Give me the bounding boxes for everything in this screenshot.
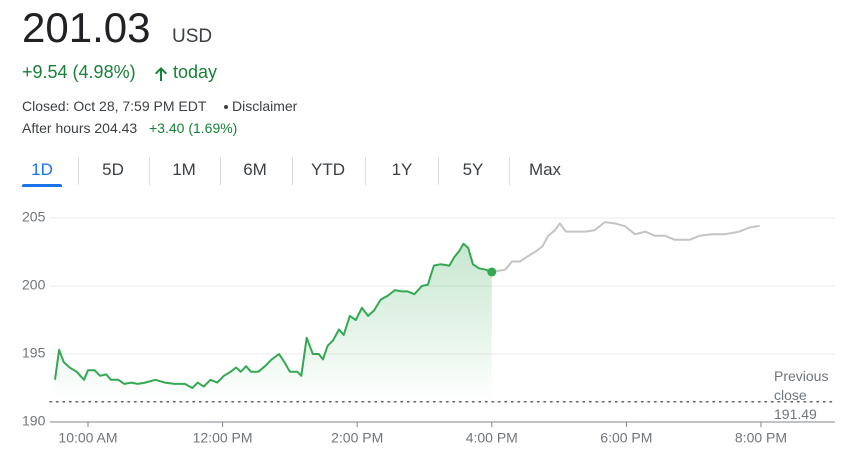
range-tab[interactable]: 5D [102, 160, 124, 179]
range-tab[interactable]: 6M [243, 160, 267, 179]
close-dot [487, 267, 497, 277]
x-tick-label: 6:00 PM [600, 430, 652, 446]
y-tick-label: 200 [22, 277, 46, 293]
currency: USD [172, 26, 213, 47]
previous-close-value: 191.49 [774, 406, 817, 422]
area-fill [55, 243, 492, 402]
price-line [54, 242, 493, 389]
after-hours: After hours 204.43 [22, 120, 138, 136]
previous-close-text: Previous close [774, 368, 829, 403]
range-tab[interactable]: YTD [311, 160, 345, 179]
range-tab[interactable]: 1M [172, 160, 196, 179]
market-status: Closed: Oct 28, 7:59 PM EDT [22, 98, 207, 114]
period: today [173, 62, 218, 82]
tab-indicator [22, 184, 62, 187]
tab-separator [291, 157, 293, 185]
tab-separator [365, 157, 366, 185]
tab-separator [509, 157, 510, 185]
tab-separator [219, 157, 221, 185]
price-line [491, 221, 760, 273]
x-tick-label: 12:00 PM [193, 430, 253, 446]
y-tick-label: 195 [22, 345, 46, 361]
tab-separator [148, 157, 150, 185]
tab-separator [77, 157, 79, 185]
range-tab[interactable]: Max [528, 160, 562, 179]
range-tab[interactable]: 5Y [462, 160, 484, 179]
range-tab[interactable]: 1Y [391, 160, 413, 179]
x-tick-label: 8:00 PM [735, 430, 787, 446]
tab-separator [437, 157, 439, 185]
up-arrow [155, 67, 167, 81]
y-tick-label: 190 [22, 413, 46, 429]
x-tick-label: 2:00 PM [331, 430, 383, 446]
x-tick-label: 4:00 PM [466, 430, 518, 446]
price: 201.03 [22, 4, 151, 51]
disclaimer-link[interactable]: Disclaimer [232, 98, 298, 114]
separator-dot [224, 105, 228, 109]
range-tab[interactable]: 1D [31, 160, 53, 179]
change: +9.54 (4.98%) [22, 62, 136, 82]
previous-close-label: Previous close 191.49 [774, 367, 844, 424]
after-hours-change: +3.40 (1.69%) [149, 120, 238, 136]
y-tick-label: 205 [22, 209, 46, 225]
chart: 190 195 200 205 10:00 AM 12:00 PM 2:00 PM 4:00 … [22, 209, 836, 446]
x-tick-label: 10:00 AM [58, 430, 117, 446]
